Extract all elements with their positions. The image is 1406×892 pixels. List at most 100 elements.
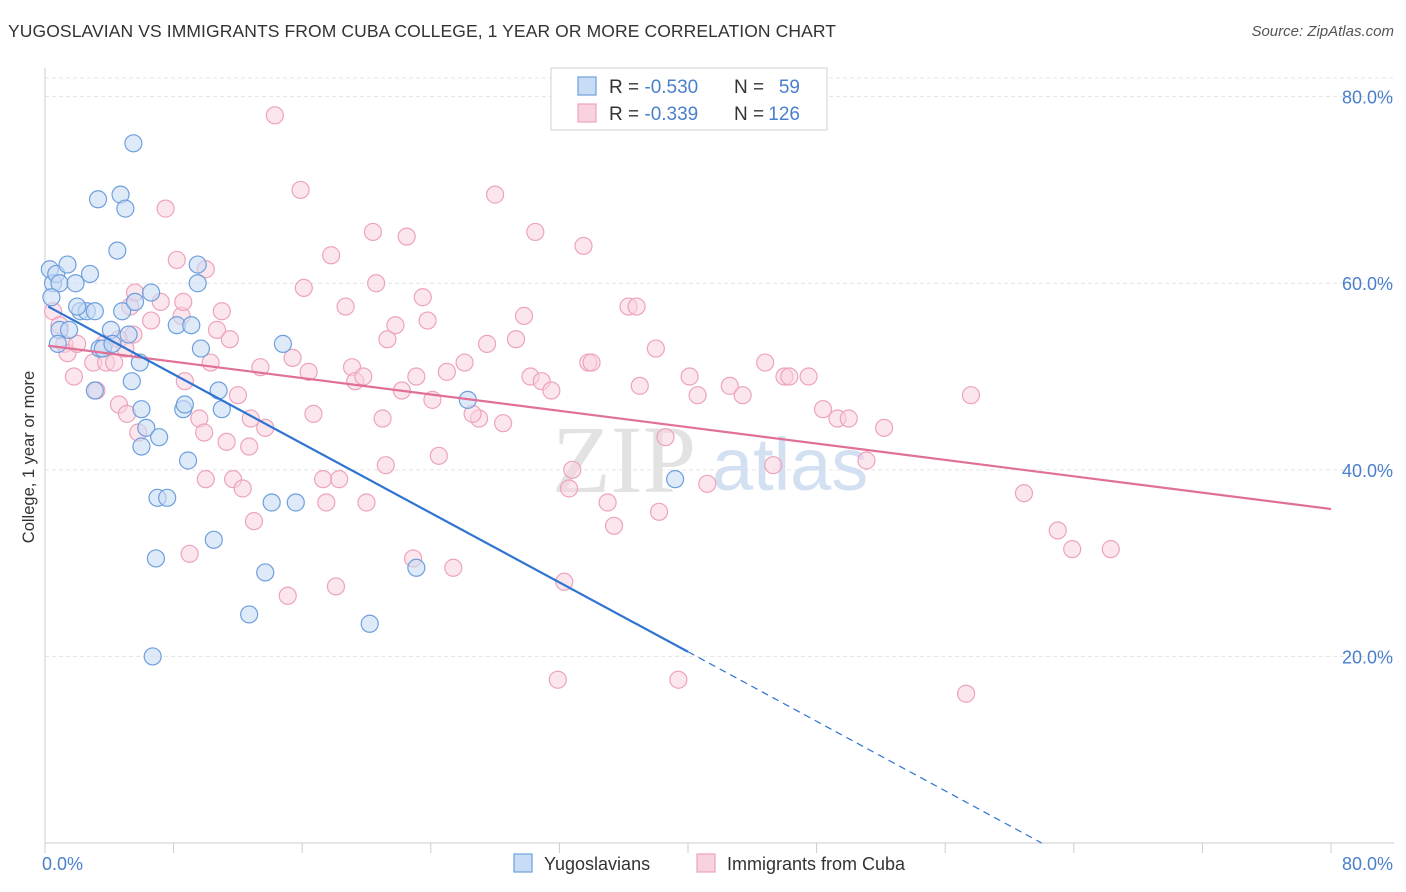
data-point-yugoslavians — [182, 316, 201, 335]
data-point-yugoslavians — [125, 292, 145, 312]
data-point-cuba — [294, 278, 313, 298]
x-tick-labels: 0.0% 80.0% — [42, 854, 1393, 874]
data-point-cuba — [627, 297, 646, 316]
data-point-cuba — [64, 367, 84, 386]
data-point-cuba — [486, 185, 505, 204]
svg-text:126: 126 — [768, 104, 800, 125]
data-point-cuba — [180, 544, 199, 563]
correlation-legend: R = -0.530 N = 59 R = -0.339 N = 126 — [550, 67, 828, 131]
data-point-cuba — [688, 386, 707, 405]
data-point-cuba — [598, 493, 617, 512]
y-tick-label: 80.0% — [1342, 88, 1393, 108]
x-tick-label: 80.0% — [1342, 854, 1393, 874]
data-point-yugoslavians — [132, 400, 151, 419]
data-point-cuba — [207, 320, 227, 339]
data-point-cuba — [326, 577, 346, 596]
data-point-cuba — [317, 493, 336, 512]
legend-n-label: N = — [734, 104, 764, 125]
chart-title: YUGOSLAVIAN VS IMMIGRANTS FROM CUBA COLL… — [8, 21, 837, 41]
data-point-cuba — [228, 386, 247, 405]
watermark-atlas: atlas — [712, 423, 868, 506]
data-point-yugoslavians — [407, 558, 426, 577]
data-point-yugoslavians — [48, 334, 67, 353]
y-axis-label: College, 1 year or more — [20, 371, 38, 543]
svg-text:59: 59 — [779, 77, 800, 98]
data-point-cuba — [330, 470, 349, 489]
data-point-cuba — [956, 684, 976, 703]
data-point-yugoslavians — [141, 283, 161, 302]
data-point-cuba — [780, 367, 799, 386]
data-point-yugoslavians — [85, 302, 104, 321]
data-point-cuba — [195, 423, 214, 442]
data-point-cuba — [514, 306, 534, 325]
data-point-yugoslavians — [666, 470, 685, 489]
data-point-yugoslavians — [42, 288, 61, 307]
series-yugoslavians-points — [40, 134, 685, 666]
data-point-cuba — [604, 516, 624, 535]
legend-n-value-cuba: 126 — [768, 104, 800, 125]
y-tick-label: 40.0% — [1342, 461, 1393, 481]
x-tick-label: 0.0% — [42, 854, 83, 874]
data-point-yugoslavians — [108, 241, 127, 260]
grid-lines — [45, 77, 1394, 657]
data-point-yugoslavians — [204, 530, 223, 549]
data-point-cuba — [669, 670, 688, 689]
data-point-cuba — [680, 367, 699, 386]
data-point-cuba — [1014, 484, 1034, 503]
data-point-yugoslavians — [60, 320, 79, 339]
data-point-cuba — [1048, 521, 1067, 540]
svg-text:R = -0.339: R = -0.339 — [609, 104, 698, 125]
legend-label-yugoslavians: Yugoslavians — [544, 854, 650, 874]
data-point-cuba — [240, 437, 259, 456]
data-point-cuba — [367, 274, 386, 293]
data-point-cuba — [526, 222, 545, 242]
data-point-cuba — [582, 353, 601, 372]
data-point-cuba — [407, 367, 426, 386]
legend-swatch-yugoslavians — [577, 76, 597, 96]
legend-r-label: R = — [609, 77, 644, 98]
data-point-yugoslavians — [116, 199, 135, 218]
data-point-cuba — [212, 302, 231, 321]
data-point-cuba — [630, 376, 649, 395]
y-tick-label: 60.0% — [1342, 274, 1393, 294]
trend-line-yugoslavians — [47, 305, 689, 653]
data-point-cuba — [494, 414, 513, 433]
data-point-yugoslavians — [146, 549, 166, 568]
trend-lines — [47, 305, 1332, 844]
data-point-cuba — [105, 353, 124, 372]
data-point-cuba — [376, 456, 395, 475]
data-point-cuba — [574, 236, 593, 256]
data-point-cuba — [233, 479, 252, 498]
legend-swatch-cuba-bottom — [696, 853, 716, 873]
data-point-cuba — [733, 386, 752, 405]
data-point-cuba — [378, 330, 397, 349]
data-point-yugoslavians — [360, 614, 379, 633]
data-point-yugoslavians — [80, 264, 100, 284]
data-point-cuba — [542, 381, 561, 400]
data-point-cuba — [506, 330, 526, 349]
data-point-cuba — [156, 199, 175, 218]
data-point-cuba — [646, 339, 665, 358]
data-point-cuba — [373, 409, 392, 428]
data-point-cuba — [217, 432, 236, 451]
data-point-yugoslavians — [122, 372, 141, 391]
data-point-yugoslavians — [262, 493, 281, 512]
data-point-cuba — [437, 362, 456, 381]
y-tick-labels: 20.0% 40.0% 60.0% 80.0% — [1342, 88, 1393, 668]
data-point-yugoslavians — [113, 302, 132, 321]
legend-n-value-yugoslavians: 59 — [779, 77, 800, 98]
data-point-cuba — [304, 404, 323, 423]
data-point-cuba — [413, 288, 432, 307]
data-point-cuba — [283, 348, 302, 367]
legend-label-cuba: Immigrants from Cuba — [727, 854, 906, 874]
data-point-cuba — [563, 460, 582, 479]
data-point-yugoslavians — [286, 493, 305, 512]
data-point-cuba — [265, 106, 284, 125]
data-point-cuba — [839, 409, 858, 428]
data-point-cuba — [1063, 540, 1082, 559]
legend-swatch-yugoslavians-bottom — [513, 853, 533, 873]
source-label: Source: ZipAtlas.com — [1251, 23, 1394, 40]
data-point-yugoslavians — [273, 334, 293, 353]
data-point-yugoslavians — [178, 451, 198, 470]
